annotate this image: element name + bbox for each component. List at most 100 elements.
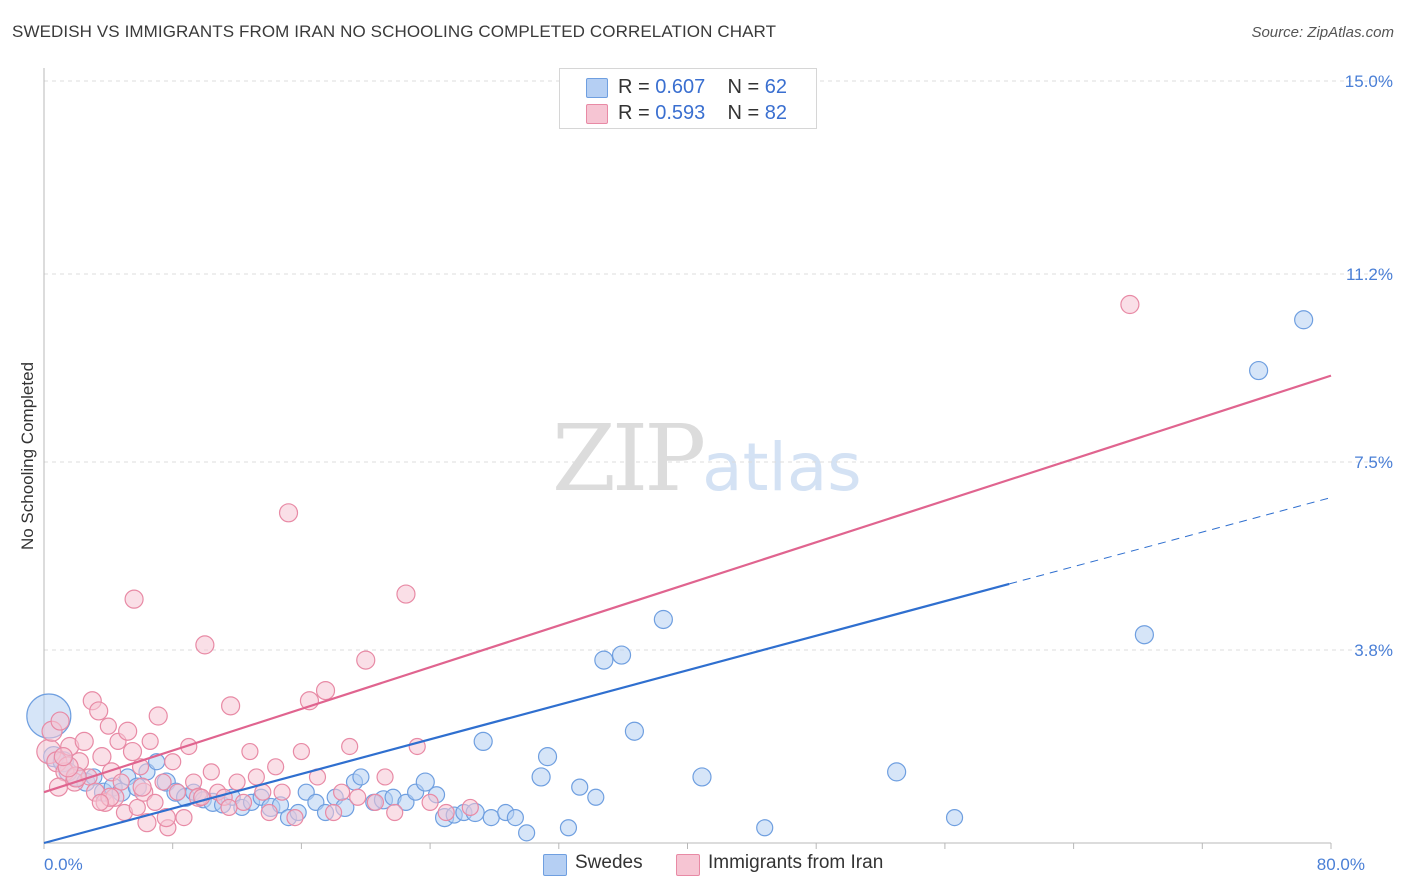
watermark-atlas: atlas (702, 429, 862, 506)
point-iran-64 (386, 803, 404, 822)
point-iran-21 (118, 721, 138, 741)
point-iran-68 (437, 803, 455, 822)
point-iran-56 (315, 680, 336, 701)
point-iran-23 (128, 798, 146, 817)
point-swedes-66 (1249, 360, 1269, 381)
point-swedes-47 (473, 731, 493, 752)
point-iran-70 (124, 589, 144, 609)
point-iran-59 (341, 737, 359, 756)
point-iran-61 (356, 650, 376, 670)
point-iran-12 (89, 701, 109, 721)
point-iran-63 (376, 768, 394, 786)
point-iran-57 (324, 803, 343, 822)
point-iran-76 (132, 777, 152, 797)
point-iran-48 (260, 803, 278, 822)
watermark-zip: ZIP (552, 405, 706, 512)
legend-swatch-iran (586, 104, 608, 124)
point-iran-81 (1120, 294, 1140, 315)
point-iran-44 (234, 793, 253, 811)
point-iran-30 (154, 773, 172, 791)
x-tick-label-1: 80.0% (1317, 855, 1365, 874)
y-tick-label-3: 15.0% (1345, 72, 1393, 91)
point-iran-79 (220, 798, 238, 817)
point-iran-73 (53, 747, 73, 767)
bottom-legend-label-iran: Immigrants from Iran (708, 852, 884, 873)
legend-n-value-iran: 82 (764, 102, 788, 124)
bottom-legend-swatch-iran (676, 854, 700, 876)
point-iran-52 (286, 808, 304, 827)
point-swedes-62 (756, 819, 774, 837)
point-iran-13 (92, 747, 112, 767)
point-iran-69 (461, 798, 479, 817)
bottom-legend-label-swedes: Swedes (575, 852, 643, 873)
watermark: ZIPatlas (552, 405, 862, 512)
point-iran-34 (175, 808, 193, 827)
x-tick-label-0: 0.0% (44, 855, 83, 874)
point-swedes-52 (531, 767, 551, 787)
point-iran-51 (278, 503, 299, 523)
point-iran-36 (185, 773, 203, 791)
point-iran-50 (273, 783, 291, 801)
point-iran-26 (137, 813, 157, 833)
trend-line-extension-swedes (1009, 497, 1332, 585)
point-iran-32 (164, 753, 182, 771)
point-swedes-67 (1294, 310, 1314, 330)
point-swedes-55 (571, 778, 589, 796)
point-iran-43 (228, 773, 246, 791)
point-swedes-58 (611, 645, 632, 665)
point-swedes-53 (537, 747, 558, 767)
point-iran-65 (396, 584, 416, 604)
point-swedes-54 (559, 819, 578, 837)
point-iran-3 (50, 711, 70, 731)
point-swedes-63 (887, 762, 907, 782)
legend-r-label: R = (618, 102, 650, 124)
point-iran-58 (333, 783, 351, 801)
correlation-legend: R = 0.607 N = 62 R = 0.593 N = 82 (559, 68, 817, 129)
point-swedes-35 (352, 768, 370, 786)
legend-r-value-swedes: 0.607 (655, 76, 706, 98)
legend-n-value-swedes: 62 (764, 76, 788, 98)
point-iran-67 (421, 793, 439, 811)
bottom-legend-swatch-swedes (543, 854, 567, 876)
point-iran-28 (146, 793, 164, 811)
legend-n-label: N = (727, 76, 760, 98)
chart-title: SWEDISH VS IMMIGRANTS FROM IRAN NO SCHOO… (12, 22, 777, 41)
point-swedes-65 (1134, 625, 1154, 645)
point-iran-45 (241, 742, 259, 761)
point-iran-53 (292, 742, 310, 761)
y-axis-label: No Schooling Completed (18, 361, 37, 551)
point-swedes-59 (624, 721, 645, 741)
legend-swatch-swedes (586, 78, 608, 98)
point-iran-19 (112, 773, 130, 791)
point-iran-62 (366, 793, 385, 811)
legend-text-iran: R = 0.593 N = 82 (618, 102, 787, 125)
legend-r-value-iran: 0.593 (655, 102, 706, 124)
point-iran-49 (267, 758, 285, 776)
point-iran-46 (247, 768, 265, 786)
source-credit: Source: ZipAtlas.com (1251, 24, 1394, 41)
trend-line-swedes (43, 582, 1010, 845)
y-tick-label-2: 11.2% (1346, 265, 1393, 284)
legend-text-swedes: R = 0.607 N = 62 (618, 76, 787, 99)
point-iran-27 (141, 732, 159, 751)
point-swedes-60 (653, 609, 673, 630)
legend-n-label: N = (727, 102, 760, 124)
trend-line-iran (43, 374, 1332, 794)
y-tick-label-0: 3.8% (1354, 641, 1393, 660)
point-iran-77 (156, 807, 176, 828)
point-swedes-50 (506, 808, 524, 827)
point-swedes-57 (594, 650, 614, 670)
point-swedes-51 (518, 824, 536, 842)
point-swedes-41 (415, 772, 435, 792)
point-swedes-48 (482, 808, 500, 827)
legend-r-label: R = (618, 76, 650, 98)
point-iran-33 (168, 783, 187, 801)
point-iran-80 (91, 793, 109, 811)
point-iran-42 (221, 696, 241, 716)
point-iran-8 (74, 731, 94, 752)
point-iran-60 (349, 788, 367, 806)
point-swedes-61 (692, 767, 712, 787)
point-swedes-64 (945, 808, 964, 827)
point-iran-22 (122, 741, 143, 762)
